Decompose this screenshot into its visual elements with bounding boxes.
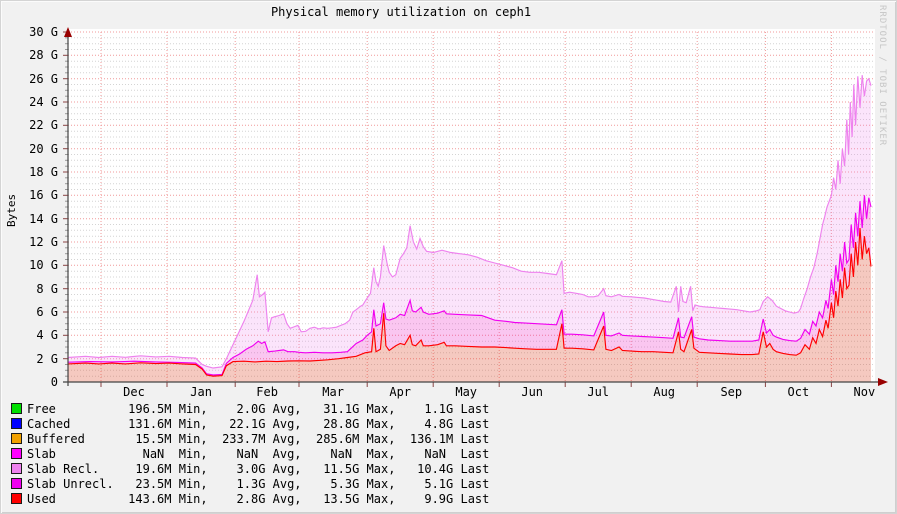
x-tick-label: Oct [787,385,810,399]
y-tick-label: 12 G [29,235,58,249]
legend-row-text: Slab NaN Min, NaN Avg, NaN Max, NaN Last [27,447,490,461]
legend-row-slab: Slab NaN Min, NaN Avg, NaN Max, NaN Last [11,447,489,462]
x-tick-label: May [455,385,478,399]
legend-color-swatch [11,493,22,504]
legend-row-text: Slab Recl. 19.6M Min, 3.0G Avg, 11.5G Ma… [27,462,490,476]
graph-title: Physical memory utilization on ceph1 [270,5,532,19]
y-tick-label: 6 G [36,305,58,319]
legend-color-swatch [11,463,22,474]
y-tick-label: 26 G [29,71,58,86]
y-tick-label: 24 G [29,95,58,109]
legend-color-swatch [11,448,22,459]
legend-row-text: Buffered 15.5M Min, 233.7M Avg, 285.6M M… [27,432,490,446]
y-tick-label: 14 G [29,211,58,226]
legend-row-text: Used 143.6M Min, 2.8G Avg, 13.5G Max, 9.… [27,492,490,506]
x-axis-arrow [878,378,888,386]
legend-row-text: Slab Unrecl. 23.5M Min, 1.3G Avg, 5.3G M… [27,477,490,491]
line-slab-recl- [67,75,872,369]
x-tick-label: Jun [521,385,544,399]
y-tick-label: 18 G [29,165,58,179]
y-tick-label: 4 G [36,328,58,343]
y-tick-label: 0 [50,375,58,389]
plot-canvas [68,29,875,382]
memory-utilization-chart [63,27,888,387]
y-tick-label: 16 G [29,188,58,203]
x-tick-label: Dec [123,385,145,399]
x-tick-label: Feb [256,385,278,399]
line-slab-unrecl- [67,195,872,376]
line-used [67,227,872,377]
legend-row-buffered: Buffered 15.5M Min, 233.7M Avg, 285.6M M… [11,432,489,447]
legend: Free 196.5M Min, 2.0G Avg, 31.1G Max, 1.… [11,402,489,507]
legend-color-swatch [11,403,22,414]
y-axis-arrow [64,27,72,37]
axes [63,27,888,387]
legend-row-used: Used 143.6M Min, 2.8G Avg, 13.5G Max, 9.… [11,492,489,507]
area-used [68,228,871,382]
y-tick-label: 8 G [36,281,58,296]
x-tick-label: Apr [389,385,412,399]
series-lines [67,75,872,377]
series-areas [68,75,871,382]
legend-color-swatch [11,418,22,429]
y-tick-label: 20 G [29,141,58,156]
legend-row-text: Cached 131.6M Min, 22.1G Avg, 28.8G Max,… [27,417,490,431]
area-slab-unrecl- [68,195,871,377]
x-tick-label: Sep [720,385,743,399]
legend-color-swatch [11,433,22,444]
x-tick-label: Mar [322,385,344,399]
x-tick-label: Jul [587,385,610,399]
y-tick-label: 28 G [29,48,58,63]
legend-row-free: Free 196.5M Min, 2.0G Avg, 31.1G Max, 1.… [11,402,489,417]
legend-row-cached: Cached 131.6M Min, 22.1G Avg, 28.8G Max,… [11,417,489,432]
legend-color-swatch [11,478,22,489]
x-tick-label: Nov [853,385,876,399]
legend-row-text: Free 196.5M Min, 2.0G Avg, 31.1G Max, 1.… [27,402,490,416]
y-tick-label: 10 G [29,258,58,273]
y-tick-label: 2 G [36,351,58,366]
y-tick-label: 30 G [29,25,58,39]
y-tick-label: 22 G [29,118,58,133]
x-tick-label: Jan [190,385,212,399]
x-tick-label: Aug [653,385,676,399]
grid [68,31,875,382]
legend-row-slab-unrecl-: Slab Unrecl. 23.5M Min, 1.3G Avg, 5.3G M… [11,477,489,492]
legend-row-slab-recl-: Slab Recl. 19.6M Min, 3.0G Avg, 11.5G Ma… [11,462,489,477]
